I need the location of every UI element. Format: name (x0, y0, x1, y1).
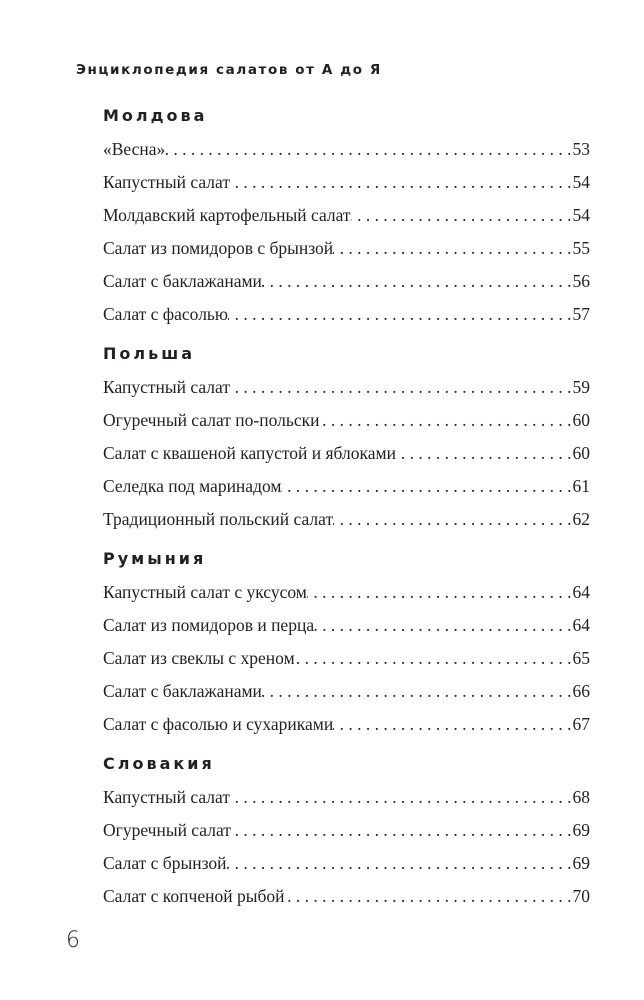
entry-title: Традиционный польский салат (103, 509, 334, 529)
entry-title: Огуречный салат (103, 820, 231, 840)
entry-title: Салат из помидоров с брынзой (103, 238, 334, 258)
entry-page: 68 (572, 787, 591, 807)
toc-entry: Молдавский картофельный салат 54 (103, 199, 590, 232)
dot-leader (285, 880, 573, 913)
section-heading: Польша (103, 344, 196, 363)
dot-leader (262, 675, 573, 708)
dot-leader (396, 437, 573, 470)
toc-entry: «Весна» 53 (103, 133, 590, 166)
entry-page: 70 (572, 886, 591, 906)
entry-page: 53 (572, 139, 591, 159)
toc-entry: Традиционный польский салат 62 (103, 503, 590, 536)
toc-entry: Капустный салат с уксусом 64 (103, 576, 590, 609)
dot-leader (165, 133, 572, 166)
entry-title: Огуречный салат по-польски (103, 410, 320, 430)
dot-leader (307, 576, 573, 609)
section-heading: Словакия (103, 754, 215, 773)
dot-leader (333, 708, 572, 741)
entry-title: Салат с фасолью и сухариками (103, 714, 334, 734)
dot-leader (230, 166, 573, 199)
toc-entry: Салат с копченой рыбой 70 (103, 880, 590, 913)
entry-title: «Весна» (103, 139, 166, 159)
toc-entry: Салат из помидоров и перца 64 (103, 609, 590, 642)
toc-entry: Огуречный салат по-польски 60 (103, 404, 590, 437)
dot-leader (230, 371, 573, 404)
entry-title: Селедка под маринадом (103, 476, 282, 496)
entry-page: 61 (572, 476, 591, 496)
entry-page: 67 (572, 714, 591, 734)
dot-leader (227, 847, 573, 880)
dot-leader (351, 199, 573, 232)
entry-title: Капустный салат (103, 377, 230, 397)
entry-title: Капустный салат с уксусом (103, 582, 307, 602)
page-number: 6 (66, 928, 80, 953)
entry-title: Салат с копченой рыбой (103, 886, 285, 906)
toc-entry: Салат с баклажанами 66 (103, 675, 590, 708)
section-heading: Румыния (103, 549, 207, 568)
entry-title: Салат с баклажанами (103, 271, 262, 291)
dot-leader (230, 781, 573, 814)
dot-leader (228, 298, 573, 331)
section-heading: Молдова (103, 106, 208, 125)
toc-entry: Салат с фасолью 57 (103, 298, 590, 331)
entry-title: Капустный салат (103, 172, 230, 192)
entry-page: 57 (572, 304, 591, 324)
entry-page: 69 (572, 820, 591, 840)
toc-entry: Селедка под маринадом 61 (103, 470, 590, 503)
entry-page: 54 (572, 205, 591, 225)
entry-page: 55 (572, 238, 591, 258)
dot-leader (333, 232, 572, 265)
running-head: Энциклопедия салатов от А до Я (76, 62, 382, 78)
entry-page: 65 (572, 648, 591, 668)
entry-page: 66 (572, 681, 591, 701)
toc-entry: Салат с баклажанами 56 (103, 265, 590, 298)
dot-leader (281, 470, 572, 503)
dot-leader (262, 265, 573, 298)
toc-entry: Салат с брынзой 69 (103, 847, 590, 880)
toc-entry: Капустный салат 59 (103, 371, 590, 404)
entry-title: Салат из свеклы с хреном (103, 648, 295, 668)
entry-title: Капустный салат (103, 787, 230, 807)
toc-entry: Огуречный салат 69 (103, 814, 590, 847)
toc-entry: Салат с квашеной капустой и яблоками 60 (103, 437, 590, 470)
dot-leader (333, 503, 572, 536)
entry-title: Салат с фасолью (103, 304, 228, 324)
toc-entry: Салат из свеклы с хреном 65 (103, 642, 590, 675)
toc-entry: Капустный салат 68 (103, 781, 590, 814)
dot-leader (231, 814, 573, 847)
toc-entry: Салат с фасолью и сухариками 67 (103, 708, 590, 741)
entry-page: 69 (572, 853, 591, 873)
entry-page: 60 (572, 410, 591, 430)
dot-leader (319, 404, 572, 437)
entry-title: Молдавский картофельный салат (103, 205, 351, 225)
dot-leader (314, 609, 572, 642)
entry-page: 60 (572, 443, 591, 463)
entry-page: 64 (572, 615, 591, 635)
dot-leader (295, 642, 573, 675)
entry-page: 54 (572, 172, 591, 192)
entry-page: 62 (572, 509, 591, 529)
entry-title: Салат с баклажанами (103, 681, 262, 701)
entry-page: 56 (572, 271, 591, 291)
entry-page: 64 (572, 582, 591, 602)
entry-title: Салат с брынзой (103, 853, 227, 873)
entry-title: Салат с квашеной капустой и яблоками (103, 443, 396, 463)
toc-entry: Салат из помидоров с брынзой 55 (103, 232, 590, 265)
entry-page: 59 (572, 377, 591, 397)
entry-title: Салат из помидоров и перца (103, 615, 315, 635)
toc-entry: Капустный салат 54 (103, 166, 590, 199)
